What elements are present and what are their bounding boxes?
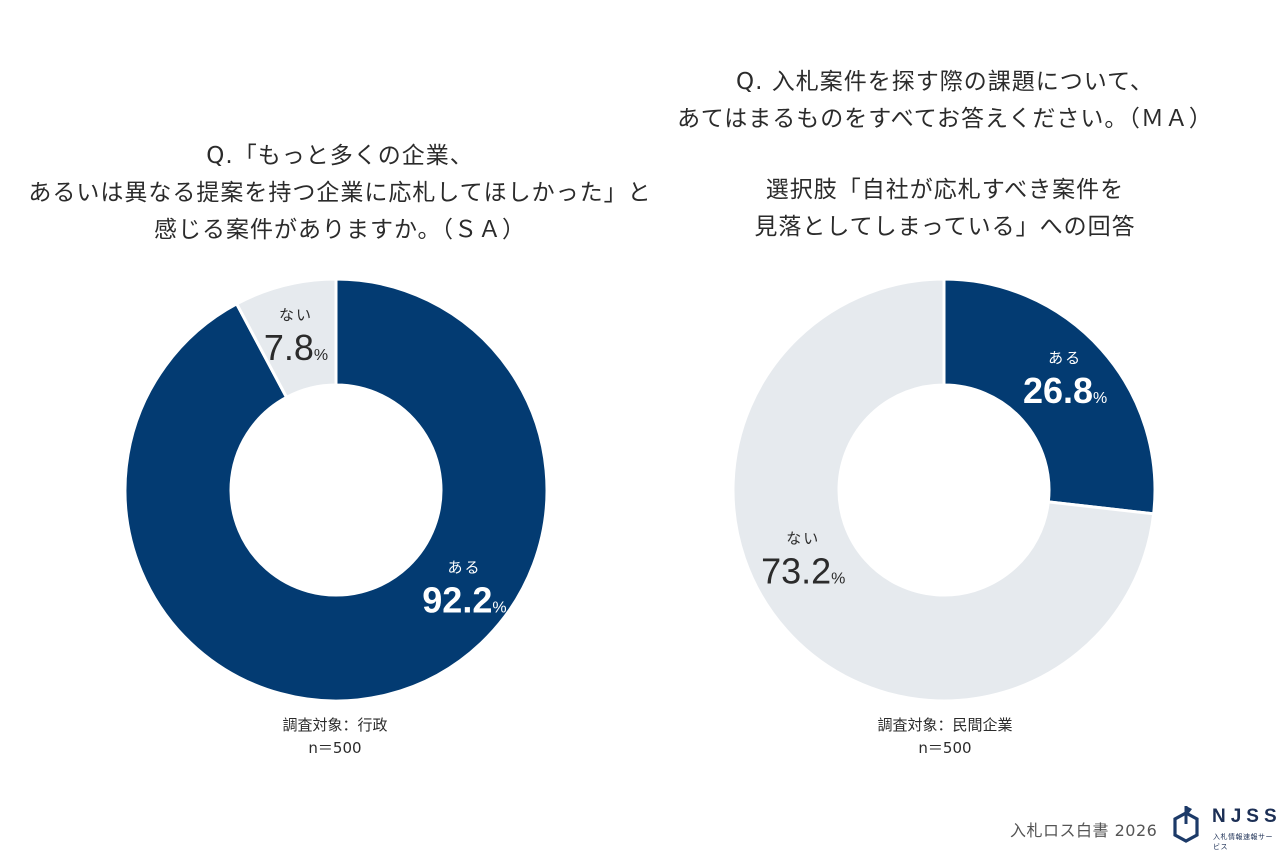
right-option-line-1: 選択肢「自社が応札すべき案件を [765,177,1125,203]
slice-value-label: 7.8% [264,327,328,368]
slice-label-group: ない 73.2% [761,530,845,592]
left-title-line-1: Q.「もっと多くの企業、 [206,143,474,169]
logo-subtitle: 入札情報速報サービス [1213,833,1273,851]
right-question-line-1: Q. 入札案件を探す際の課題について、 [736,69,1154,95]
slice-label-group: ある 26.8% [1023,349,1107,411]
slice-category-label: ある [447,558,481,576]
slice-value-label: 73.2% [761,551,845,592]
slice-value-label: 26.8% [1023,370,1107,411]
right-chart-option: 選択肢「自社が応札すべき案件を 見落としてしまっている」への回答 [640,172,1250,246]
right-question-line-2: あてはまるものをすべてお答えください。（ＭＡ） [677,106,1213,132]
donut-slice-aru [942,277,1157,516]
right-donut-chart: ある 26.8% ない 73.2% [731,277,1157,703]
donut-slice-nai [731,277,1156,703]
donut-slice-nai [234,277,338,400]
right-note-n: n＝500 [918,739,972,757]
left-note-target: 調査対象：行政 [282,716,388,734]
left-note-n: n＝500 [308,739,362,757]
left-chart-title: Q.「もっと多くの企業、 あるいは異なる提案を持つ企業に応札してほしかった」と … [0,138,680,249]
left-donut-chart: ある 92.2% ない 7.8% [123,277,549,703]
left-title-line-3: 感じる案件がありますか。（ＳＡ） [153,217,527,243]
right-chart-question: Q. 入札案件を探す際の課題について、 あてはまるものをすべてお答えください。（… [640,64,1250,138]
right-note-target: 調査対象：民間企業 [877,716,1013,734]
njss-logo-icon [1173,806,1199,843]
left-title-line-2: あるいは異なる提案を持つ企業に応札してほしかった」と [28,180,652,206]
slice-value-label: 92.2% [422,579,506,620]
slice-category-label: ある [1048,349,1082,367]
slice-label-group: ない 7.8% [264,306,328,368]
right-sample-note: 調査対象：民間企業 n＝500 [845,714,1045,760]
slice-label-group: ある 92.2% [422,558,506,620]
publication-label: 入札ロス白書 2026 [1010,821,1158,840]
right-option-line-2: 見落としてしまっている」への回答 [754,214,1136,240]
slice-category-label: ない [786,530,820,548]
left-sample-note: 調査対象：行政 n＝500 [235,714,435,760]
slice-category-label: ない [279,306,313,324]
logo-name: NJSS [1212,806,1280,827]
donut-slice-aru [123,277,549,703]
